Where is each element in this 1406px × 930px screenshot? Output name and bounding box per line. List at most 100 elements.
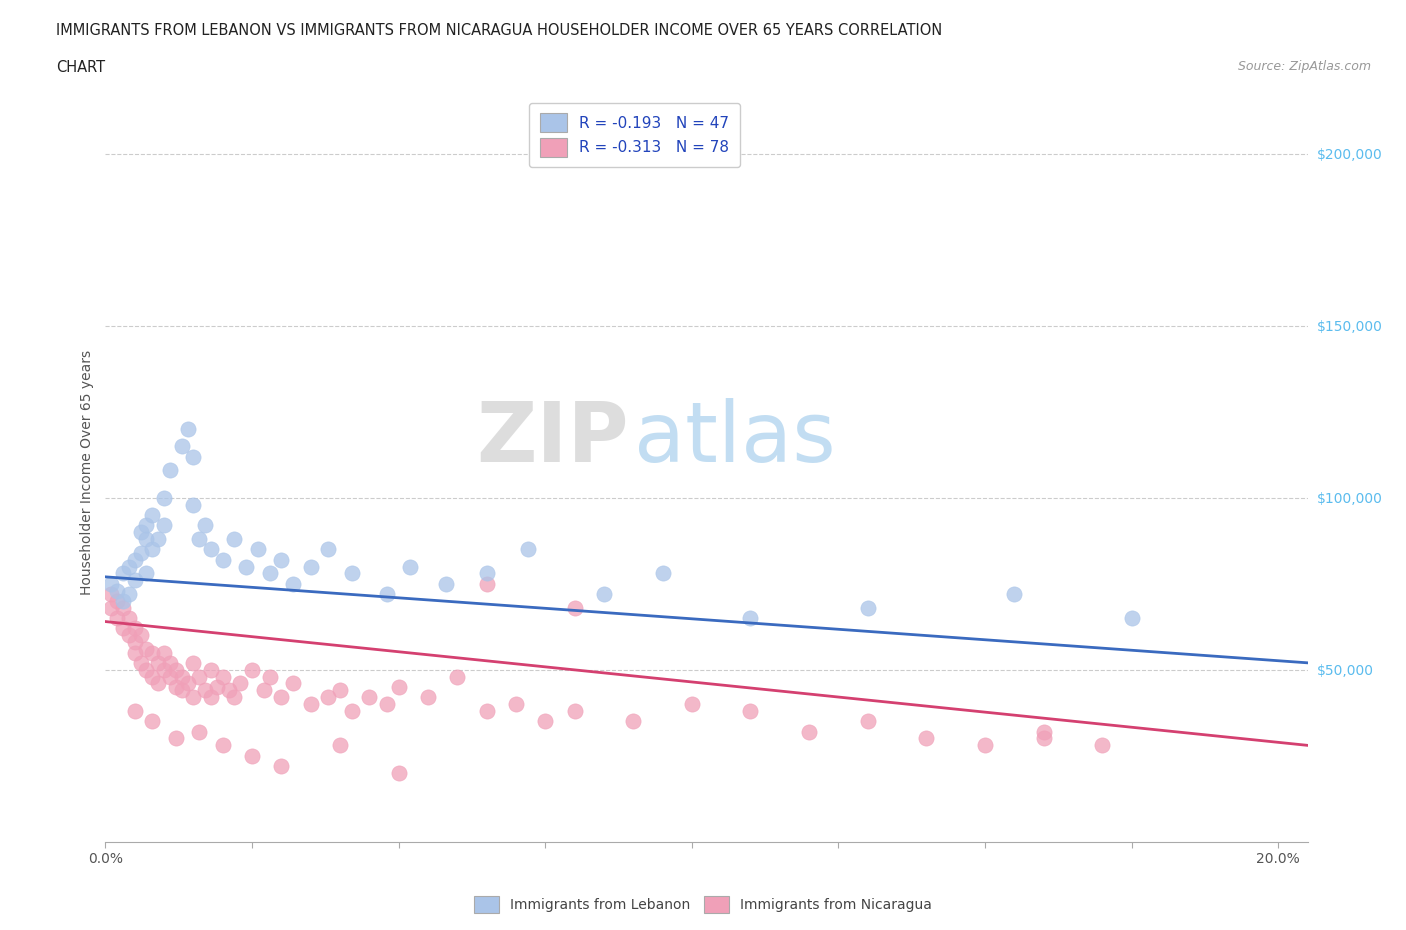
Point	[118, 587, 141, 602]
Point	[281, 577, 304, 591]
Point	[165, 731, 187, 746]
Point	[329, 737, 352, 752]
Point	[224, 690, 246, 705]
Point	[170, 683, 193, 698]
Point	[740, 703, 762, 718]
Point	[388, 680, 411, 695]
Text: atlas: atlas	[634, 398, 837, 479]
Point	[446, 670, 468, 684]
Point	[974, 737, 997, 752]
Point	[281, 676, 304, 691]
Point	[141, 645, 163, 660]
Legend: R = -0.193   N = 47, R = -0.313   N = 78: R = -0.193 N = 47, R = -0.313 N = 78	[529, 102, 740, 167]
Point	[148, 676, 170, 691]
Point	[270, 690, 292, 705]
Point	[915, 731, 938, 746]
Point	[100, 601, 122, 616]
Point	[124, 635, 146, 650]
Legend: Immigrants from Lebanon, Immigrants from Nicaragua: Immigrants from Lebanon, Immigrants from…	[468, 890, 938, 919]
Point	[388, 765, 411, 780]
Point	[118, 611, 141, 626]
Point	[375, 697, 398, 711]
Point	[359, 690, 381, 705]
Point	[621, 714, 644, 729]
Point	[112, 593, 135, 608]
Point	[1121, 611, 1143, 626]
Text: IMMIGRANTS FROM LEBANON VS IMMIGRANTS FROM NICARAGUA HOUSEHOLDER INCOME OVER 65 : IMMIGRANTS FROM LEBANON VS IMMIGRANTS FR…	[56, 23, 942, 38]
Point	[188, 532, 211, 547]
Point	[129, 628, 152, 643]
Point	[183, 449, 205, 464]
Point	[129, 545, 152, 560]
Y-axis label: Householder Income Over 65 years: Householder Income Over 65 years	[80, 350, 94, 594]
Point	[856, 601, 879, 616]
Point	[651, 566, 673, 581]
Point	[235, 559, 257, 574]
Point	[194, 683, 217, 698]
Point	[105, 593, 128, 608]
Point	[299, 559, 322, 574]
Point	[1002, 587, 1025, 602]
Point	[229, 676, 252, 691]
Point	[100, 587, 122, 602]
Point	[188, 724, 211, 739]
Point	[375, 587, 398, 602]
Point	[534, 714, 557, 729]
Point	[205, 680, 228, 695]
Point	[135, 566, 157, 581]
Point	[183, 690, 205, 705]
Point	[135, 642, 157, 657]
Point	[516, 542, 538, 557]
Point	[340, 703, 363, 718]
Point	[165, 680, 187, 695]
Point	[105, 611, 128, 626]
Point	[124, 552, 146, 567]
Point	[183, 656, 205, 671]
Point	[434, 577, 457, 591]
Point	[246, 542, 269, 557]
Point	[240, 749, 263, 764]
Point	[124, 703, 146, 718]
Point	[218, 683, 240, 698]
Point	[740, 611, 762, 626]
Text: Source: ZipAtlas.com: Source: ZipAtlas.com	[1237, 60, 1371, 73]
Point	[399, 559, 422, 574]
Point	[176, 676, 198, 691]
Point	[340, 566, 363, 581]
Point	[211, 737, 233, 752]
Point	[141, 670, 163, 684]
Point	[118, 628, 141, 643]
Point	[475, 566, 498, 581]
Point	[188, 670, 211, 684]
Point	[100, 577, 122, 591]
Point	[176, 421, 198, 436]
Point	[316, 542, 339, 557]
Point	[564, 703, 586, 718]
Point	[1032, 724, 1054, 739]
Point	[270, 759, 292, 774]
Point	[593, 587, 616, 602]
Point	[183, 498, 205, 512]
Text: ZIP: ZIP	[475, 398, 628, 479]
Point	[316, 690, 339, 705]
Point	[148, 656, 170, 671]
Point	[1032, 731, 1054, 746]
Point	[148, 532, 170, 547]
Point	[211, 670, 233, 684]
Point	[135, 518, 157, 533]
Point	[124, 573, 146, 588]
Point	[270, 552, 292, 567]
Point	[564, 601, 586, 616]
Point	[856, 714, 879, 729]
Point	[259, 670, 281, 684]
Point	[505, 697, 527, 711]
Point	[135, 662, 157, 677]
Point	[170, 439, 193, 454]
Point	[153, 518, 176, 533]
Point	[681, 697, 703, 711]
Point	[129, 525, 152, 539]
Point	[200, 542, 222, 557]
Point	[259, 566, 281, 581]
Point	[141, 542, 163, 557]
Point	[112, 621, 135, 636]
